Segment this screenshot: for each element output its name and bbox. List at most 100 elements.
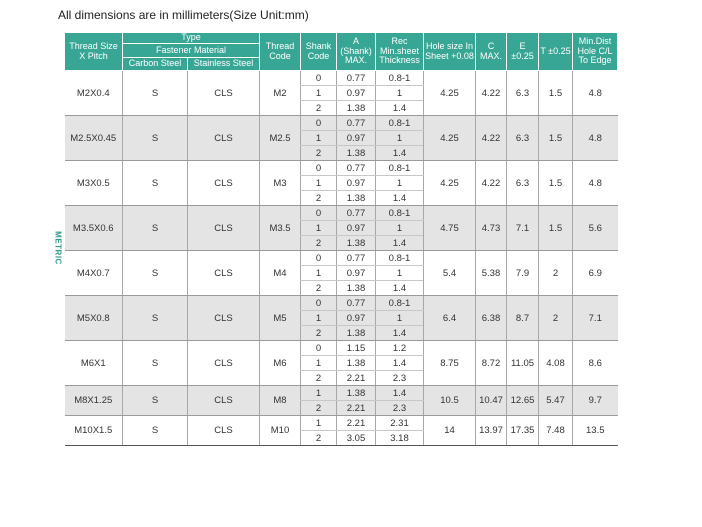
- rec-thickness-cell: 2.3: [375, 370, 424, 386]
- thread-size-cell: M6X1: [64, 340, 123, 386]
- t-cell: 4.08: [538, 340, 573, 386]
- c-max-cell: 6.38: [475, 295, 507, 341]
- rec-thickness-cell: 0.8-1: [375, 115, 424, 131]
- carbon-steel-cell: S: [122, 115, 188, 161]
- shank-code-cell: 1: [300, 265, 337, 281]
- thread-size-cell: M2.5X0.45: [64, 115, 123, 161]
- header-type: Type: [122, 32, 260, 44]
- table-row: 1 0.97 1: [65, 220, 618, 236]
- thread-size-cell: M2X0.4: [64, 70, 123, 116]
- min-dist-cell: 7.1: [572, 295, 618, 341]
- rec-thickness-cell: 0.8-1: [375, 70, 424, 86]
- table-row: 2 1.38 1.4: [65, 145, 618, 161]
- min-dist-cell: 4.8: [572, 115, 618, 161]
- header-c-max: C MAX.: [475, 32, 507, 71]
- table-row: 1 0.97 1: [65, 310, 618, 326]
- a-shank-cell: 1.15: [336, 340, 376, 356]
- a-shank-cell: 1.38: [336, 280, 376, 296]
- shank-code-cell: 2: [300, 100, 337, 116]
- stainless-steel-cell: CLS: [187, 70, 260, 116]
- size-group: M5X0.8 S CLS M5 0 0.77 0.8-1 6.4 6.38 8.7 2 7.1 1 0.9…: [64, 295, 618, 341]
- shank-code-cell: 0: [300, 160, 337, 176]
- size-group: M10X1.5 S CLS M10 1 2.21 2.31 14 13.97 17.35 7.48 1…: [64, 415, 618, 446]
- a-shank-cell: 1.38: [336, 235, 376, 251]
- rec-thickness-cell: 0.8-1: [375, 205, 424, 221]
- min-dist-cell: 8.6: [572, 340, 618, 386]
- header-rec-min-sheet-thickness: Rec Min.sheet Thickness: [375, 32, 424, 71]
- a-shank-cell: 0.77: [336, 295, 376, 311]
- c-max-cell: 4.22: [475, 70, 507, 116]
- a-shank-cell: 0.77: [336, 70, 376, 86]
- thread-code-cell: M2.5: [259, 115, 301, 161]
- e-cell: 6.3: [506, 115, 539, 161]
- carbon-steel-cell: S: [122, 70, 188, 116]
- shank-code-cell: 1: [300, 355, 337, 371]
- size-group: M3X0.5 S CLS M3 0 0.77 0.8-1 4.25 4.22 6.3 1.5 4.8 1…: [64, 160, 618, 206]
- a-shank-cell: 3.05: [336, 430, 376, 446]
- table-row: 1 0.97 1: [65, 130, 618, 146]
- shank-code-cell: 2: [300, 430, 337, 446]
- table-row: 1 0.97 1: [65, 85, 618, 101]
- table-row: 2 1.38 1.4: [65, 100, 618, 116]
- dimensions-caption: All dimensions are in millimeters(Size U…: [58, 8, 309, 22]
- c-max-cell: 4.73: [475, 205, 507, 251]
- shank-code-cell: 0: [300, 205, 337, 221]
- rec-thickness-cell: 0.8-1: [375, 160, 424, 176]
- hole-size-cell: 4.25: [423, 70, 476, 116]
- size-group: M2.5X0.45 S CLS M2.5 0 0.77 0.8-1 4.25 4.22 6.3 1.…: [64, 115, 618, 161]
- c-max-cell: 5.38: [475, 250, 507, 296]
- table-row: M4X0.7 S CLS M4 0 0.77 0.8-1 5.4 5.38 7.9 2 6.9: [64, 250, 618, 296]
- min-dist-cell: 4.8: [572, 160, 618, 206]
- t-cell: 1.5: [538, 205, 573, 251]
- table-row: 1 0.97 1: [65, 175, 618, 191]
- hole-size-cell: 6.4: [423, 295, 476, 341]
- stainless-steel-cell: CLS: [187, 160, 260, 206]
- header-t-tolerance: T ±0.25: [538, 32, 573, 71]
- thread-code-cell: M8: [259, 385, 301, 416]
- min-dist-cell: 9.7: [572, 385, 618, 416]
- rec-thickness-cell: 1.4: [375, 355, 424, 371]
- e-cell: 7.9: [506, 250, 539, 296]
- table-row: M5X0.8 S CLS M5 0 0.77 0.8-1 6.4 6.38 8.7 2 7.1: [64, 295, 618, 341]
- shank-code-cell: 0: [300, 250, 337, 266]
- t-cell: 2: [538, 250, 573, 296]
- rec-thickness-cell: 1.4: [375, 385, 424, 401]
- header-fastener-material: Fastener Material: [122, 43, 260, 58]
- shank-code-cell: 1: [300, 175, 337, 191]
- rec-thickness-cell: 1.4: [375, 280, 424, 296]
- t-cell: 7.48: [538, 415, 573, 446]
- rec-thickness-cell: 1: [375, 220, 424, 236]
- a-shank-cell: 0.97: [336, 220, 376, 236]
- header-min-dist: Min.Dist Hole C/L To Edge: [572, 32, 618, 71]
- size-group: M6X1 S CLS M6 0 1.15 1.2 8.75 8.72 11.05 4.08 8.6 1 1…: [64, 340, 618, 386]
- rec-thickness-cell: 1.4: [375, 190, 424, 206]
- t-cell: 1.5: [538, 160, 573, 206]
- c-max-cell: 10.47: [475, 385, 507, 416]
- hole-size-cell: 4.25: [423, 115, 476, 161]
- shank-code-cell: 0: [300, 70, 337, 86]
- rec-thickness-cell: 3.18: [375, 430, 424, 446]
- a-shank-cell: 1.38: [336, 100, 376, 116]
- rec-thickness-cell: 2.31: [375, 415, 424, 431]
- header-a-shank-max: A (Shank) MAX.: [336, 32, 376, 71]
- rec-thickness-cell: 1: [375, 175, 424, 191]
- table-row: M10X1.5 S CLS M10 1 2.21 2.31 14 13.97 17.35 7.48 1…: [64, 415, 618, 446]
- carbon-steel-cell: S: [122, 385, 188, 416]
- thread-size-cell: M5X0.8: [64, 295, 123, 341]
- thread-size-cell: M10X1.5: [64, 415, 123, 446]
- min-dist-cell: 6.9: [572, 250, 618, 296]
- a-shank-cell: 0.97: [336, 310, 376, 326]
- rec-thickness-cell: 1.4: [375, 235, 424, 251]
- table-row: M3X0.5 S CLS M3 0 0.77 0.8-1 4.25 4.22 6.3 1.5 4.8: [64, 160, 618, 206]
- rec-thickness-cell: 1: [375, 265, 424, 281]
- t-cell: 2: [538, 295, 573, 341]
- a-shank-cell: 0.97: [336, 130, 376, 146]
- header-stainless-steel: Stainless Steel: [187, 57, 260, 71]
- table-row: 1 0.97 1: [65, 265, 618, 281]
- table-row: M8X1.25 S CLS M8 1 1.38 1.4 10.5 10.47 12.65 5.47 9…: [64, 385, 618, 416]
- shank-code-cell: 0: [300, 295, 337, 311]
- thread-size-cell: M8X1.25: [64, 385, 123, 416]
- hole-size-cell: 8.75: [423, 340, 476, 386]
- carbon-steel-cell: S: [122, 340, 188, 386]
- hole-size-cell: 14: [423, 415, 476, 446]
